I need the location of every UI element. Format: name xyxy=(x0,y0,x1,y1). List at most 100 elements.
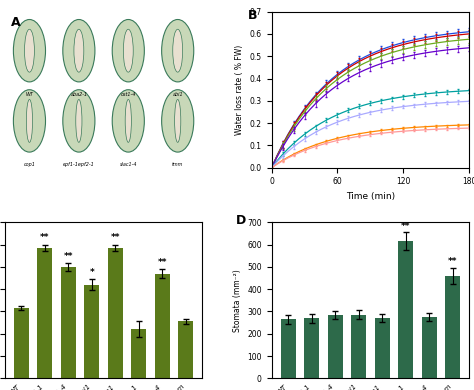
epf1-1epf2-1 xyxy=(362,130,368,135)
tmm xyxy=(445,126,450,131)
X-axis label: Time (min): Time (min) xyxy=(346,192,395,201)
Text: aba2-1: aba2-1 xyxy=(70,92,87,97)
cop1 xyxy=(346,108,351,113)
Text: cop1: cop1 xyxy=(24,162,36,167)
ost1-4 xyxy=(456,38,461,43)
slac1-4 xyxy=(411,103,417,108)
Text: A: A xyxy=(11,16,20,29)
slac1-4 xyxy=(428,101,434,106)
Text: **: ** xyxy=(40,233,50,242)
Ellipse shape xyxy=(123,29,133,72)
WT xyxy=(395,42,401,46)
epf1-1epf2-1 xyxy=(401,126,406,131)
cop1 xyxy=(318,121,324,126)
tmm xyxy=(301,148,307,153)
Ellipse shape xyxy=(162,90,194,152)
Text: epf1-1epf2-1: epf1-1epf2-1 xyxy=(63,162,95,167)
tmm xyxy=(356,134,362,138)
abi1 xyxy=(406,54,412,58)
Ellipse shape xyxy=(25,29,35,72)
epf1-1epf2-1 xyxy=(340,135,346,139)
aba2-1 xyxy=(433,35,439,40)
abi1 xyxy=(428,50,434,55)
tmm xyxy=(379,131,384,136)
epf1-1epf2-1 xyxy=(390,127,395,131)
cop1 xyxy=(466,88,472,93)
slac1-4 xyxy=(401,104,406,109)
ost1-4 xyxy=(439,40,445,44)
Text: *: * xyxy=(90,268,94,277)
ost1-4 xyxy=(401,47,406,52)
slac1-4 xyxy=(291,144,296,149)
cop1 xyxy=(395,95,401,100)
ost1-4 xyxy=(433,41,439,45)
ost1-4 xyxy=(280,144,285,148)
Bar xyxy=(37,248,53,378)
Ellipse shape xyxy=(74,29,84,72)
cop1 xyxy=(301,132,307,136)
epf1-1epf2-1 xyxy=(439,124,445,128)
ost1-4 xyxy=(395,48,401,53)
slac1-4 xyxy=(422,102,428,106)
Ellipse shape xyxy=(112,20,145,82)
aba2-1 xyxy=(411,39,417,44)
slac1-4 xyxy=(318,127,324,132)
slac1-4 xyxy=(340,118,346,122)
WT xyxy=(417,36,423,41)
WT xyxy=(433,34,439,38)
WT xyxy=(291,122,296,127)
aba2-1 xyxy=(296,115,302,120)
cop1 xyxy=(401,94,406,99)
ost1-4 xyxy=(417,43,423,48)
abi1 xyxy=(324,91,329,96)
ost1-4 xyxy=(466,37,472,42)
aba2-1 xyxy=(390,45,395,50)
tmm xyxy=(406,128,412,133)
ost1-4 xyxy=(324,86,329,91)
WT xyxy=(329,76,335,81)
epf1-1epf2-1 xyxy=(456,123,461,128)
ost1-4 xyxy=(362,60,368,65)
tmm xyxy=(390,130,395,135)
abi1 xyxy=(445,48,450,52)
Text: D: D xyxy=(236,215,246,227)
aba2-1 xyxy=(379,49,384,54)
tmm xyxy=(285,156,291,160)
epf1-1epf2-1 xyxy=(285,155,291,160)
epf1-1epf2-1 xyxy=(318,141,324,145)
cop1 xyxy=(335,112,340,117)
WT xyxy=(428,34,434,39)
aba2-1 xyxy=(450,33,456,38)
abi1 xyxy=(329,87,335,92)
abi1 xyxy=(466,46,472,50)
epf1-1epf2-1 xyxy=(269,165,274,170)
epf1-1epf2-1 xyxy=(307,145,313,149)
slac1-4 xyxy=(346,116,351,121)
tmm xyxy=(335,138,340,143)
epf1-1epf2-1 xyxy=(422,124,428,129)
aba2-1 xyxy=(461,32,466,37)
Legend: WT, aba2-1, ost1-4, abi1, cop1, epf1-1epf2-1, slac1-4, tmm: WT, aba2-1, ost1-4, abi1, cop1, epf1-1ep… xyxy=(473,15,474,76)
aba2-1 xyxy=(280,142,285,147)
ost1-4 xyxy=(373,56,379,60)
cop1 xyxy=(285,146,291,151)
cop1 xyxy=(411,93,417,98)
aba2-1 xyxy=(367,54,373,58)
tmm xyxy=(461,126,466,131)
cop1 xyxy=(433,90,439,95)
Ellipse shape xyxy=(63,20,95,82)
slac1-4 xyxy=(456,99,461,104)
cop1 xyxy=(428,91,434,96)
epf1-1epf2-1 xyxy=(280,158,285,163)
aba2-1 xyxy=(456,33,461,37)
WT xyxy=(379,47,384,52)
Bar xyxy=(398,241,413,378)
aba2-1 xyxy=(291,123,296,128)
cop1 xyxy=(324,118,329,122)
Ellipse shape xyxy=(13,20,46,82)
tmm xyxy=(291,153,296,158)
tmm xyxy=(367,132,373,137)
epf1-1epf2-1 xyxy=(428,124,434,129)
Bar xyxy=(155,273,170,378)
aba2-1 xyxy=(384,47,390,52)
